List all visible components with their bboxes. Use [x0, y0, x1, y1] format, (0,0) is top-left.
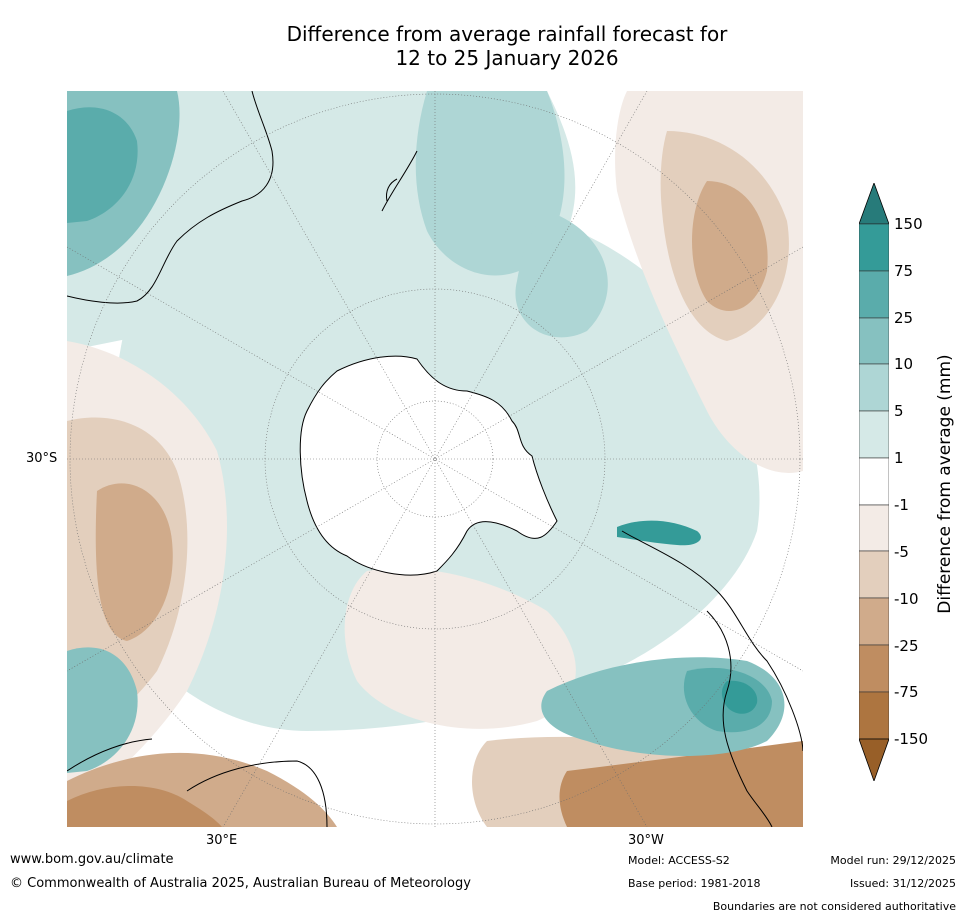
colorbar-band-m1-m5: [859, 504, 889, 552]
lon-label-30e: 30°E: [206, 833, 238, 848]
anomaly-region-5-10-east: [515, 211, 608, 338]
antarctica-coastline: [299, 355, 558, 576]
anomaly-region-10-25-sw: [67, 647, 138, 773]
colorbar-tick: -75: [894, 683, 919, 701]
anomaly-region-m10-m25-ne: [692, 181, 768, 311]
new-zealand-coastline: [381, 150, 418, 212]
issued-text: Issued: 31/12/2025: [849, 877, 956, 890]
colorbar-band-10-25: [859, 317, 889, 365]
boundaries-disclaimer: Boundaries are not considered authoritat…: [712, 900, 956, 913]
south-america-coastline: [621, 530, 803, 827]
colorbar-band-m25-m75: [859, 644, 889, 693]
copyright-text: © Commonwealth of Australia 2025, Austra…: [10, 876, 471, 891]
colorbar-tick: -10: [894, 590, 919, 608]
anomaly-region-75-150-atlantic: [721, 680, 758, 714]
colorbar-tick: -1: [894, 496, 909, 514]
colorbar-band-1-5: [859, 410, 889, 459]
base-period-text: Base period: 1981-2018: [628, 877, 761, 890]
title-line-1: Difference from average rainfall forecas…: [286, 22, 728, 46]
model-run-text: Model run: 29/12/2025: [830, 854, 956, 867]
colorbar-tick: 1: [894, 449, 904, 467]
colorbar-extend-bottom: [859, 738, 889, 781]
colorbar-tick: 150: [894, 215, 923, 233]
anomaly-region-m10-m25-west: [95, 483, 173, 641]
colorbar: [859, 183, 889, 781]
colorbar-band-m75-m150: [859, 691, 889, 740]
rainfall-map: [67, 91, 803, 827]
anomaly-region-m25-m75-sw: [67, 786, 222, 827]
anomaly-region-m1-m5-south: [344, 568, 576, 729]
anomaly-region-5-10-north: [415, 91, 565, 276]
colorbar-tick: 5: [894, 402, 904, 420]
colorbar-band-m5-m10: [859, 550, 889, 599]
anomaly-region-25-75-nw: [67, 107, 138, 223]
colorbar-label: Difference from average (mm): [935, 354, 955, 614]
anomaly-region-m25-m75-se: [559, 741, 803, 827]
lat-label-30s: 30°S: [26, 451, 58, 466]
colorbar-tick: -5: [894, 543, 909, 561]
website-link[interactable]: www.bom.gov.au/climate: [10, 852, 174, 867]
colorbar-band-75-150: [859, 223, 889, 272]
colorbar-tick: 25: [894, 309, 914, 327]
colorbar-tick: 10: [894, 355, 914, 373]
colorbar-band-m10-m25: [859, 597, 889, 646]
title-line-2: 12 to 25 January 2026: [395, 46, 619, 70]
africa-coastline: [67, 738, 328, 827]
colorbar-tick: -25: [894, 637, 919, 655]
colorbar-tick: 75: [894, 262, 914, 280]
colorbar-extend-top: [859, 183, 889, 225]
graticule: [67, 91, 803, 827]
map-title: Difference from average rainfall forecas…: [0, 22, 965, 70]
colorbar-band-5-10: [859, 363, 889, 412]
model-text: Model: ACCESS-S2: [628, 854, 730, 867]
australia-coastline: [67, 91, 274, 304]
colorbar-band-25-75: [859, 270, 889, 319]
colorbar-band-neutral: [859, 457, 889, 506]
colorbar-tick: -150: [894, 730, 929, 748]
lon-label-30w: 30°W: [628, 833, 664, 848]
anomaly-region-75-150-drake: [617, 520, 701, 546]
